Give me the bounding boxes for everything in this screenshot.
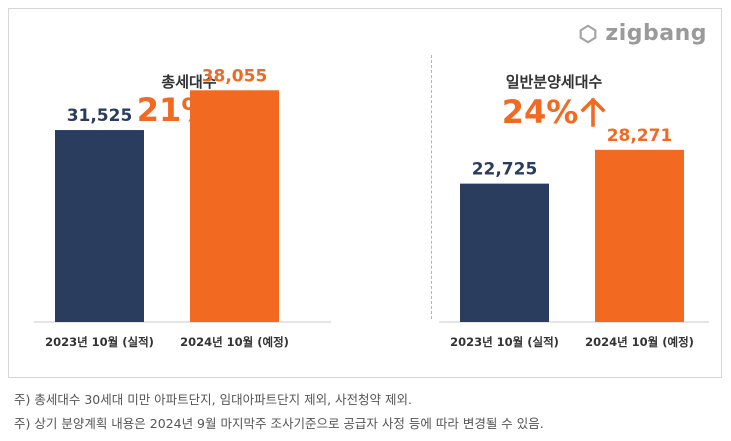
footnote-2: 주) 상기 분양계획 내용은 2024년 9월 마지막주 조사기준으로 공급자 … — [14, 416, 544, 431]
data-label: 38,055 — [202, 66, 268, 86]
category-label: 2023년 10월 (실적) — [450, 335, 559, 349]
panel-divider — [431, 55, 432, 319]
zigbang-logo-icon — [579, 24, 597, 43]
growth-presale: 24% — [479, 93, 629, 131]
bar — [190, 90, 279, 323]
bar — [595, 149, 684, 322]
arrow-up-icon — [580, 97, 606, 127]
data-label: 28,271 — [607, 126, 673, 146]
chart-frame: zigbang 총세대수 21% 일반분양세대수 24% 31,525 2023년… — [8, 8, 722, 378]
growth-presale-value: 24% — [501, 93, 579, 131]
data-label: 31,525 — [67, 106, 133, 126]
panel-title-total: 총세대수 — [161, 73, 217, 91]
bar — [55, 130, 144, 322]
category-label: 2024년 10월 (예정) — [180, 335, 289, 349]
zigbang-logo: zigbang — [577, 21, 707, 46]
bar — [460, 183, 549, 322]
bar-charts: 31,525 2023년 10월 (실적) 38,055 2024년 10월 (예정)… — [34, 66, 709, 349]
data-label: 22,725 — [472, 160, 538, 180]
category-label: 2023년 10월 (실적) — [45, 335, 154, 349]
logo-text: zigbang — [605, 21, 707, 46]
category-label: 2024년 10월 (예정) — [585, 335, 694, 349]
footnote-1: 주) 총세대수 30세대 미만 아파트단지, 임대아파트단지 제외, 사전청약 … — [14, 392, 412, 407]
panel-title-presale: 일반분양세대수 — [505, 73, 603, 91]
